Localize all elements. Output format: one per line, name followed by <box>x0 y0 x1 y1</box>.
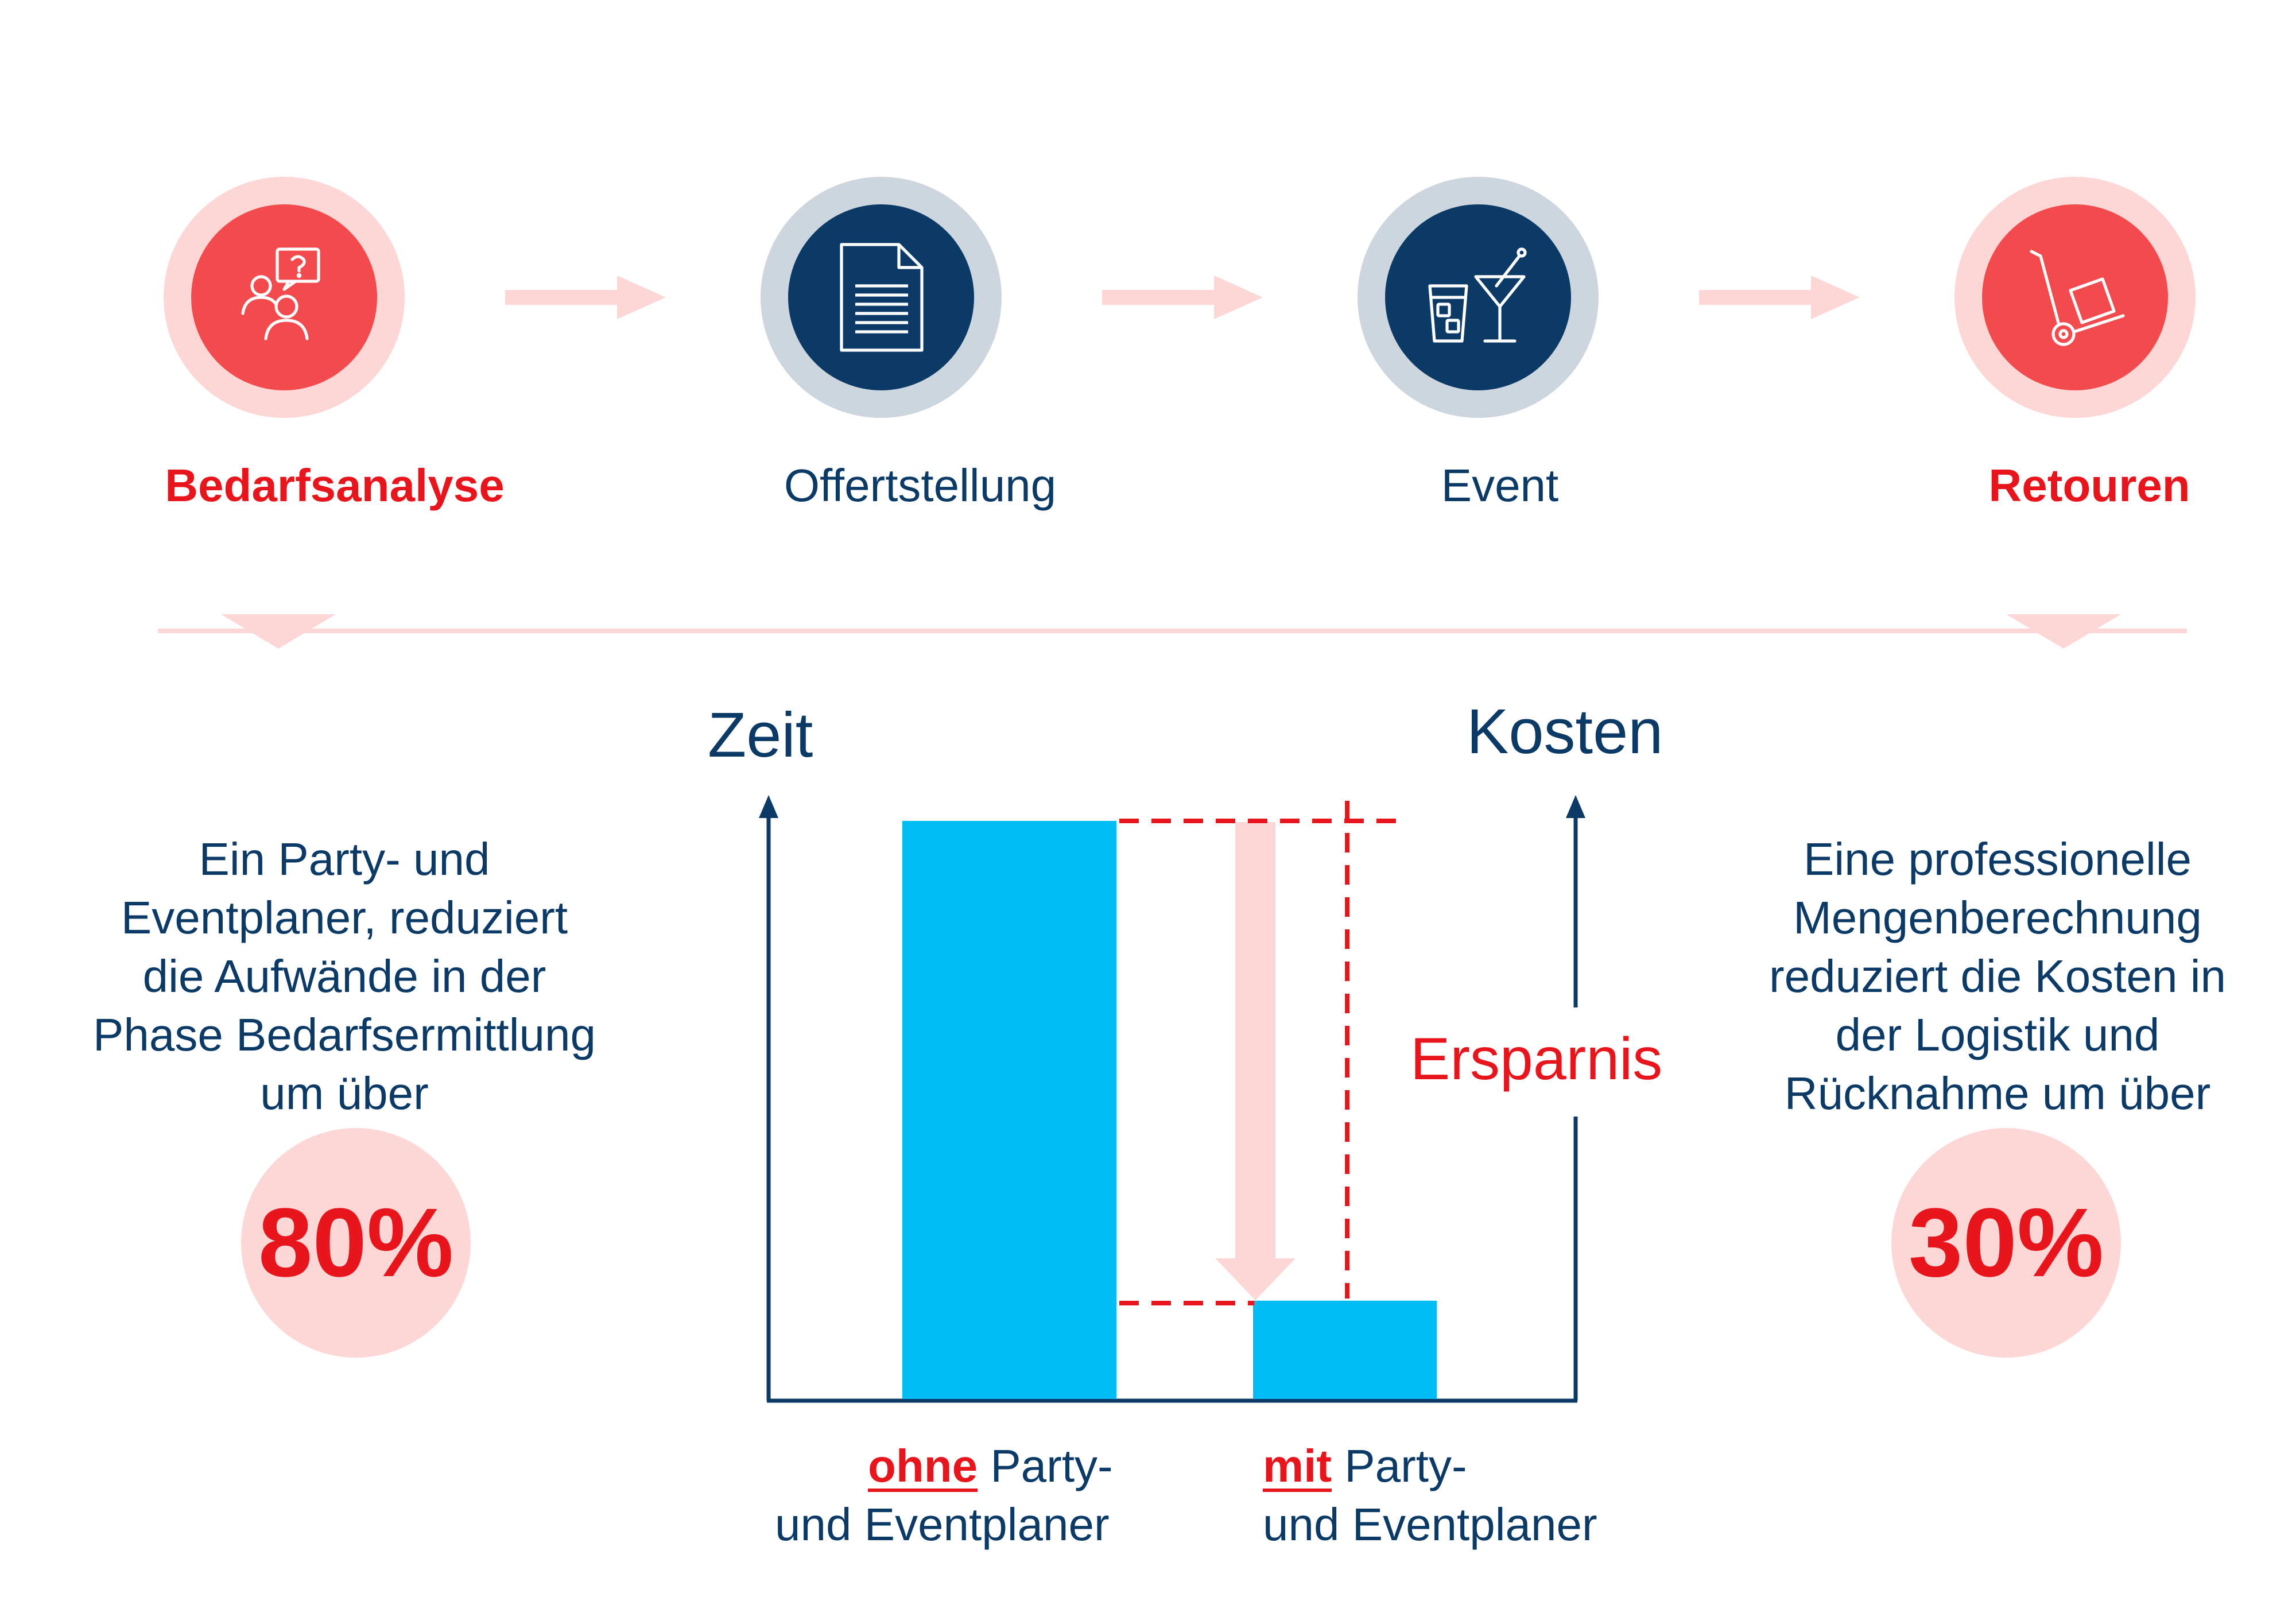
bar-mit <box>1253 1300 1437 1399</box>
right-description-line: Mengenberechnung <box>1793 892 2202 943</box>
drinks-icon <box>1385 204 1571 390</box>
bar-label-emphasis: mit <box>1263 1440 1332 1491</box>
bar-label-mit: mit Party- und Eventplaner <box>1263 1437 1597 1554</box>
savings-label: Ersparnis <box>1410 1026 1662 1092</box>
arrow-right-icon <box>1102 276 1263 319</box>
right-description-line: Rücknahme um über <box>1784 1068 2211 1119</box>
bar-label-emphasis: ohne <box>868 1440 978 1491</box>
bar-label-line2: und Eventplaner <box>775 1499 1110 1550</box>
bar-label-line1: Party- <box>1332 1440 1467 1491</box>
step-label-retouren: Retouren <box>1988 460 2190 511</box>
right-description-line: Eine professionelle <box>1804 834 2192 885</box>
right-description-line: der Logistik und <box>1835 1009 2160 1060</box>
left-axis-arrowhead <box>759 795 778 818</box>
hand-truck-icon <box>1982 204 2168 390</box>
left-description-line: Phase Bedarfsermittlung <box>92 1009 596 1060</box>
bar-ohne <box>902 821 1116 1399</box>
bar-label-ohne: ohne Party- und Eventplaner <box>775 1437 1113 1554</box>
left-description-line: um über <box>260 1068 429 1119</box>
step-retouren <box>1954 177 2196 418</box>
bar-label-line1: Party- <box>978 1440 1113 1491</box>
right-description-line: reduziert die Kosten in <box>1768 951 2226 1002</box>
step-label-offertstellung: Offertstellung <box>784 460 1057 511</box>
people-question-icon <box>191 204 377 390</box>
section-divider <box>158 614 2187 649</box>
left-description-line: Eventplaner, reduziert <box>121 892 568 943</box>
step-event <box>1358 177 1599 418</box>
savings-arrow-shaft <box>1235 822 1275 1258</box>
step-label-event: Event <box>1441 460 1559 511</box>
left-percent-circle: 80% <box>241 1128 471 1358</box>
axis-label-zeit: Zeit <box>708 700 813 770</box>
bar-label-line2: und Eventplaner <box>1263 1499 1597 1550</box>
step-label-bedarfsanalyse: Bedarfsanalyse <box>165 460 505 511</box>
arrow-right-icon <box>1699 276 1860 319</box>
savings-arrow-head <box>1215 1258 1296 1300</box>
left-description-line: Ein Party- und <box>199 834 490 885</box>
document-icon <box>788 204 974 390</box>
left-description: Ein Party- und Eventplaner, reduziert di… <box>52 830 637 1123</box>
arrow-right-icon <box>505 276 666 319</box>
right-percent-value: 30% <box>1908 1188 2104 1297</box>
axis-label-kosten: Kosten <box>1467 696 1663 767</box>
right-axis-arrowhead <box>1566 795 1585 818</box>
left-percent-value: 80% <box>258 1188 454 1297</box>
step-offertstellung <box>761 177 1002 418</box>
right-percent-circle: 30% <box>1891 1128 2121 1358</box>
right-description: Eine professionelle Mengenberechnung red… <box>1705 830 2290 1123</box>
step-bedarfsanalyse <box>164 177 405 418</box>
left-description-line: die Aufwände in der <box>142 951 546 1002</box>
